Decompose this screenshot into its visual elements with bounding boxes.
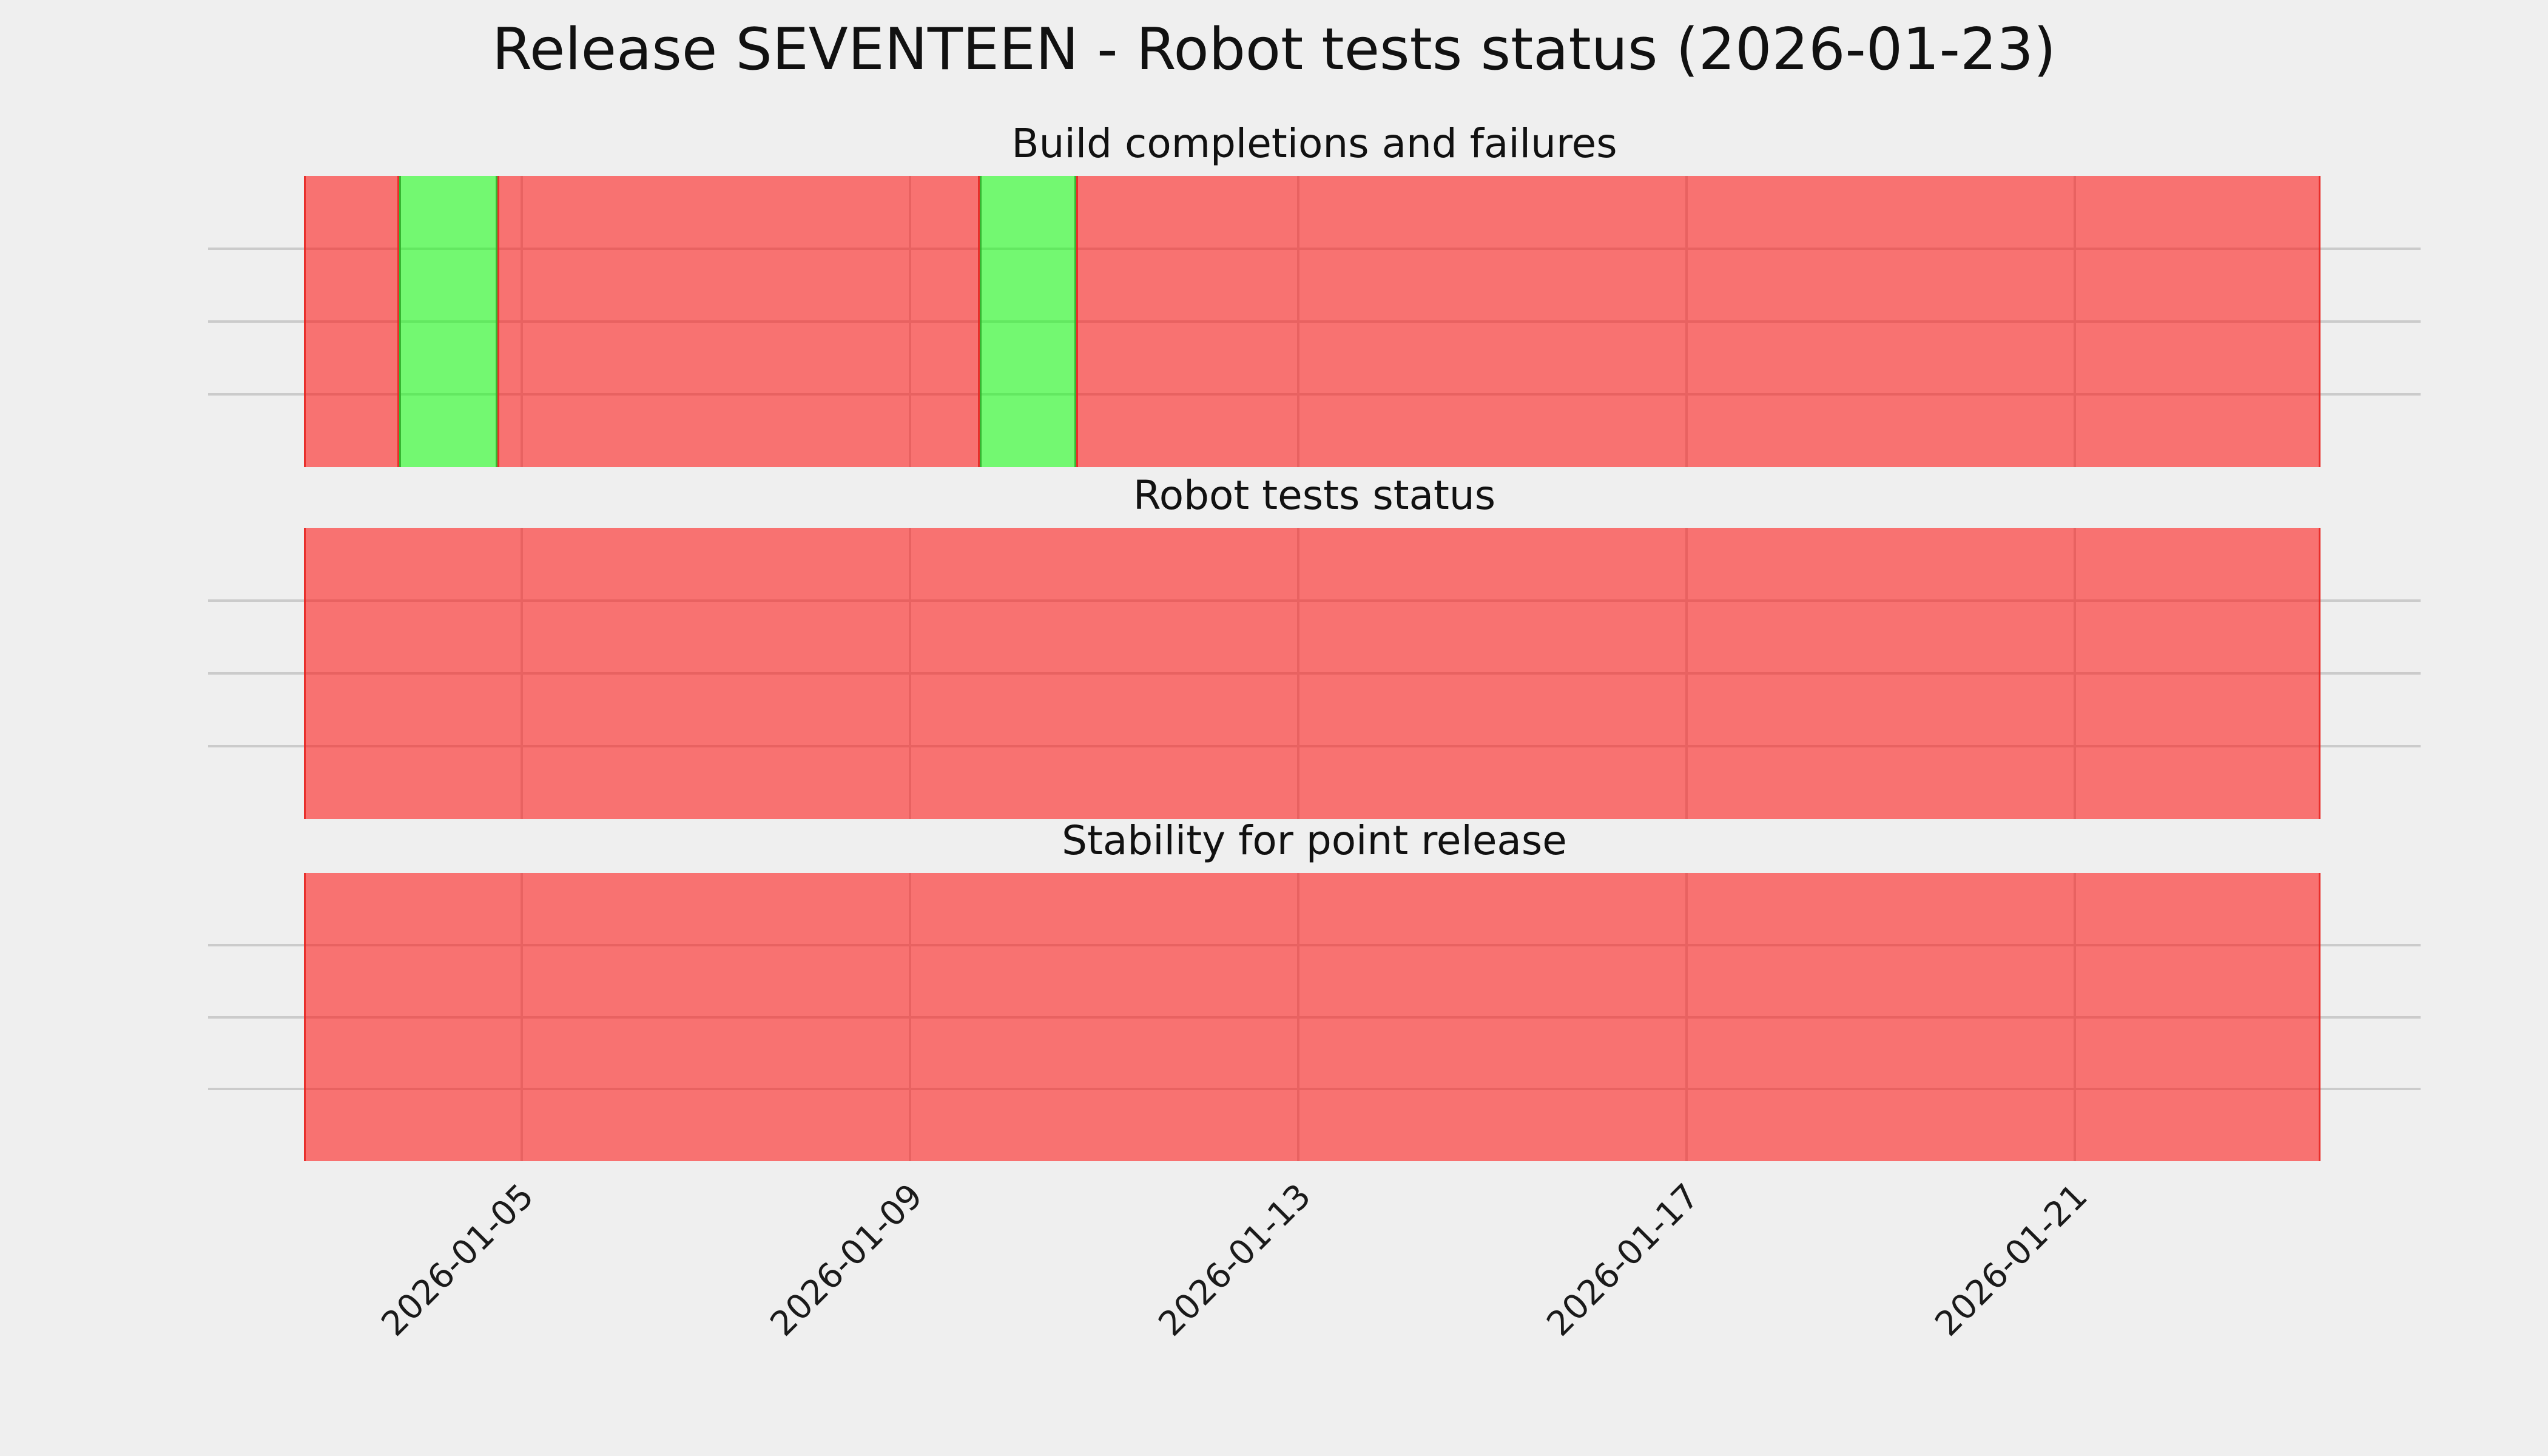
status-segment-fail bbox=[304, 528, 2321, 819]
plot-area-robot-tests bbox=[208, 528, 2421, 819]
status-segment-fail bbox=[304, 176, 400, 467]
status-segment-fail bbox=[497, 176, 980, 467]
x-tick-label: 2026-01-17 bbox=[1539, 1176, 1707, 1344]
status-segment-pass bbox=[980, 176, 1076, 467]
subplot-title-build-completions: Build completions and failures bbox=[1011, 120, 1617, 167]
x-tick-label: 2026-01-21 bbox=[1927, 1176, 2095, 1344]
x-tick-label: 2026-01-05 bbox=[374, 1176, 542, 1344]
figure-title: Release SEVENTEEN - Robot tests status (… bbox=[492, 16, 2056, 83]
status-segment-fail bbox=[304, 873, 2321, 1161]
subplot-title-robot-tests: Robot tests status bbox=[1133, 472, 1496, 519]
x-tick-label: 2026-01-09 bbox=[763, 1176, 931, 1344]
status-segment-pass bbox=[399, 176, 497, 467]
plot-area-stability bbox=[208, 873, 2421, 1161]
x-tick-label: 2026-01-13 bbox=[1151, 1176, 1319, 1344]
subplot-title-stability: Stability for point release bbox=[1062, 817, 1567, 864]
status-segment-fail bbox=[1076, 176, 2321, 467]
plot-area-build-completions bbox=[208, 176, 2421, 467]
